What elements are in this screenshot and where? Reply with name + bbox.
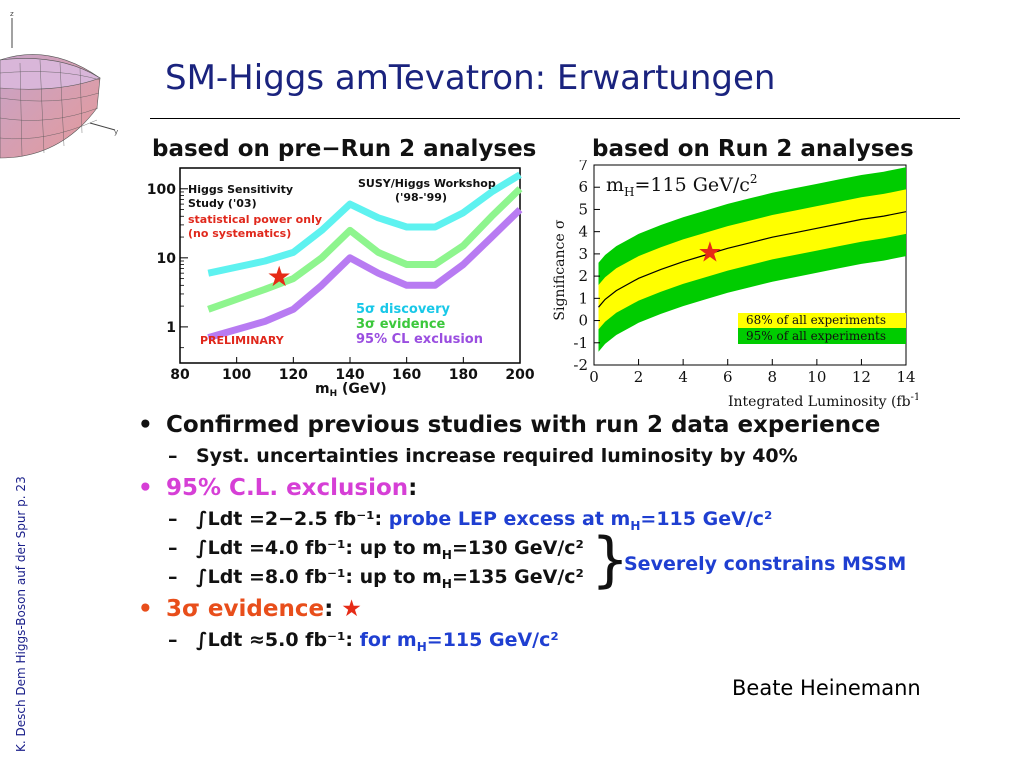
slide-title: SM-Higgs amTevatron: Erwartungen [165,58,776,98]
higgs-sensitivity-chart: 80 100 120 140 160 180 200 100 10 1 ★ Higgs Sensit… [147,167,535,398]
right-x-tick-label: 10 [807,368,826,386]
right-y-axis-label: Significance σ [552,219,568,321]
right-star-marker: ★ [697,236,722,269]
right-x-tick-label: 0 [589,368,599,386]
bullet-3-label: 3σ evidence [166,596,325,622]
legend-95-box [738,328,906,344]
legend-exclusion: 95% CL exclusion [356,332,483,347]
workshop-label-1: SUSY/Higgs Workshop [358,177,496,190]
bullet-2: • 95% C.L. exclusion: [138,475,418,501]
mssm-note: Severely constrains MSSM [624,553,907,575]
right-x-tick-label: 12 [852,368,871,386]
preliminary-label: PRELIMINARY [200,334,285,347]
legend-95-label: 95% of all experiments [746,329,886,343]
right-x-tick-label: 6 [723,368,733,386]
bullet-1: • Confirmed previous studies with run 2 d… [138,412,881,438]
sombrero-potential-logo: z y [0,10,118,159]
left-x-tick-label: 140 [335,367,364,383]
title-divider [150,118,960,119]
bullet-1-sub-text: Syst. uncertainties increase required lu… [196,445,798,467]
sensitivity-label-1: Higgs Sensitivity [188,183,293,196]
bullet-3: • 3σ evidence: ★ [138,596,362,622]
bullet-2-label: 95% C.L. exclusion [166,475,409,501]
note-label-1: statistical power only [188,213,322,226]
left-x-tick-label: 160 [392,367,421,383]
left-x-tick-label: 100 [222,367,251,383]
band-68-percent [598,189,906,330]
note-label-2: (no systematics) [188,227,291,240]
bullet-3-item: – ∫Ldt ≈5.0 fb⁻¹: for mH=115 GeV/c² [168,629,559,654]
legend-discovery: 5σ discovery [356,302,451,317]
author-name: Beate Heinemann [732,676,921,700]
right-x-tick-label: 8 [768,368,778,386]
sensitivity-label-2: Study ('03) [188,197,257,210]
bullet-2-item-1: – ∫Ldt =2−2.5 fb⁻¹: probe LEP excess at m… [168,508,773,533]
left-x-axis-label: mH (GeV) [315,381,387,398]
workshop-label-2: ('98-'99) [395,191,447,204]
legend-68-box [738,313,906,328]
left-y-tick-label: 100 [147,182,176,198]
right-y-tick-label: 7 [578,160,588,174]
right-x-tick-label: 14 [896,368,915,386]
left-panel-heading: based on pre−Run 2 analyses [152,136,537,162]
left-x-tick-label: 180 [449,367,478,383]
right-y-tick-label: 6 [578,178,588,196]
discovery-curve [207,171,522,277]
left-star-marker: ★ [267,260,292,293]
right-y-tick-label: -1 [573,334,588,352]
right-x-axis-label: Integrated Luminosity (fb-1) [728,392,918,410]
side-footer-text: K. Desch Dem Higgs-Boson auf der Spur p.… [14,476,28,752]
bullet-2-item-3: – ∫Ldt =8.0 fb⁻¹: up to mH=135 GeV/c² [168,566,584,591]
svg-text:z: z [10,10,14,18]
bullet-2-item-2: – ∫Ldt =4.0 fb⁻¹: up to mH=130 GeV/c² [168,537,584,562]
right-x-tick-label: 2 [634,368,644,386]
svg-text:y: y [114,128,118,136]
legend-evidence: 3σ evidence [356,317,446,332]
right-y-tick-label: 3 [578,245,588,263]
left-x-tick-label: 80 [170,367,190,383]
left-x-tick-label: 200 [505,367,534,383]
star-icon: ★ [341,596,362,622]
bullet-list: • Confirmed previous studies with run 2 d… [138,408,998,655]
evidence-curve [207,186,523,313]
mass-label: mH=115 GeV/c2 [606,172,758,199]
right-y-tick-label: 4 [578,223,588,241]
right-y-tick-label: 5 [578,200,588,218]
right-y-tick-label: 1 [578,289,588,307]
bullet-1-text: Confirmed previous studies with run 2 da… [166,412,881,438]
left-x-tick-label: 120 [279,367,308,383]
right-x-tick-label: 4 [678,368,688,386]
median-curve [598,211,907,308]
right-panel-heading: based on Run 2 analyses [592,136,914,162]
exclusion-curve [207,207,523,341]
right-y-tick-label: 2 [578,267,588,285]
right-y-tick-label: -2 [573,356,588,374]
left-y-tick-label: 10 [157,251,177,267]
right-y-tick-label: 0 [578,312,588,330]
left-y-tick-label: 1 [166,320,176,336]
right-brace: } [591,525,630,595]
bullet-1-sub: – Syst. uncertainties increase required l… [168,445,798,467]
legend-68-label: 68% of all experiments [746,313,886,327]
